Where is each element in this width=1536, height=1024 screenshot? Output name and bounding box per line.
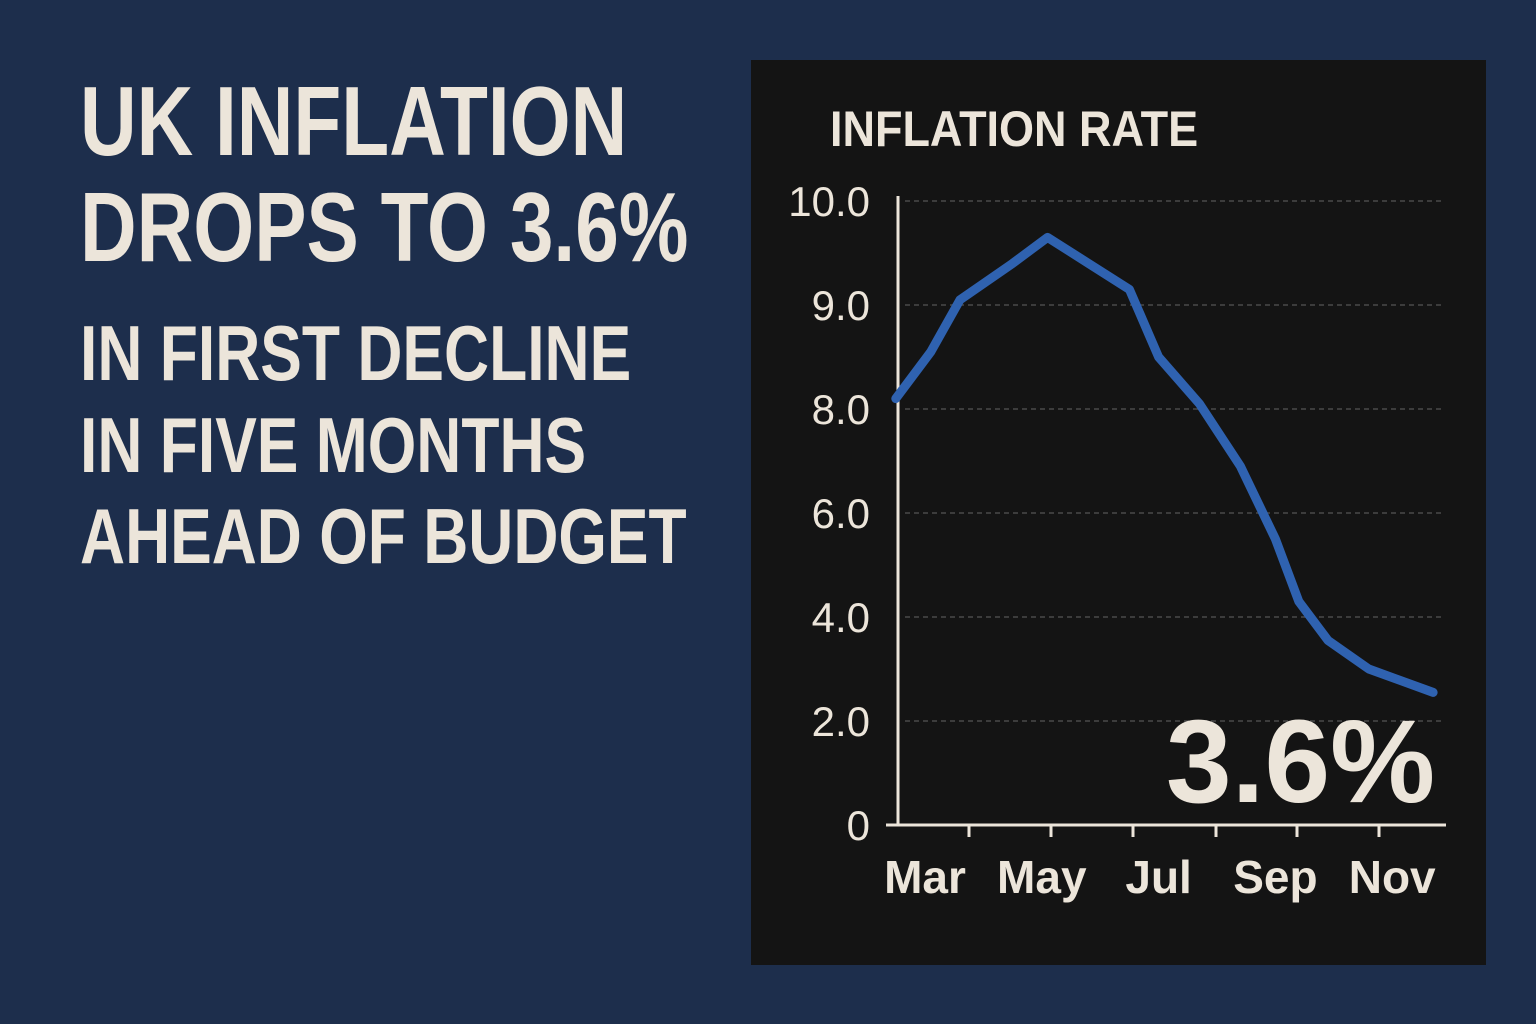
subheadline-line-1: IN FIRST DECLINE [80,309,632,397]
x-tick-label: Sep [1233,851,1317,903]
x-tick-label: Jul [1125,851,1191,903]
y-tick-label: 2.0 [812,698,870,745]
x-tick-label: Mar [884,851,966,903]
chart-panel [751,60,1486,965]
x-tick-label: Nov [1349,851,1436,903]
chart-title: INFLATION RATE [830,102,1198,158]
y-tick-label: 8.0 [812,386,870,433]
y-tick-label: 6.0 [812,490,870,537]
y-tick-label: 4.0 [812,594,870,641]
y-tick-label: 0 [847,802,870,849]
y-tick-label: 10.0 [788,178,870,225]
y-tick-label: 9.0 [812,282,870,329]
subheadline-line-2: IN FIVE MONTHS [80,401,587,489]
headline-line-2: DROPS TO 3.6% [80,172,689,282]
inflation-line [891,232,1438,697]
subheadline-line-3: AHEAD OF BUDGET [80,492,687,580]
current-rate-annotation: 3.6% [1166,696,1435,828]
x-tick-label: May [997,851,1087,903]
headline-line-1: UK INFLATION [80,66,628,176]
